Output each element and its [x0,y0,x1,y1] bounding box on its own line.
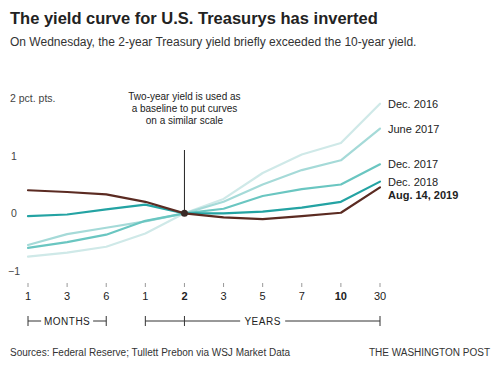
x-tick-label: 30 [374,290,386,302]
series-line [28,187,380,219]
x-tick [67,283,68,287]
annotation: Two-year yield is used as a baseline to … [125,91,243,127]
bracket [106,316,107,326]
x-tick [106,283,107,287]
x-tick [301,283,302,287]
bracket [93,321,106,322]
x-tick-label: 3 [220,290,226,302]
credit: THE WASHINGTON POST [369,347,490,358]
y-tick-label: 2 pct. pts. [10,92,56,104]
x-tick-label: 7 [299,290,305,302]
series-line [28,182,380,217]
x-tick [262,283,263,287]
x-tick-label: 2 [181,290,187,302]
chart: The yield curve for U.S. Treasurys has i… [0,0,500,375]
subtitle: On Wednesday, the 2-year Treasury yield … [10,35,416,49]
y-tick-label: 1 [11,150,17,162]
x-group-label: YEARS [244,316,280,327]
x-tick [380,283,381,287]
legend-label: Dec. 2018 [388,176,438,188]
legend-label: June 2017 [388,123,439,135]
x-tick [184,283,185,287]
bracket [28,316,29,326]
y-tick-label: −1 [8,265,20,277]
y-tick-label: 0 [11,207,17,219]
x-tick-label: 5 [260,290,266,302]
bracket [145,316,146,326]
bracket [145,321,240,322]
x-group-label: MONTHS [44,316,90,327]
annotation-line [184,150,185,213]
bracket [380,316,381,326]
bracket [184,316,185,326]
y-tick [18,155,22,156]
x-tick [145,283,146,287]
legend-label: Aug. 14, 2019 [388,189,458,201]
x-tick [340,283,341,287]
bracket [28,321,41,322]
x-tick-label: 1 [25,290,31,302]
x-tick-label: 10 [335,290,347,302]
bracket [285,321,380,322]
title: The yield curve for U.S. Treasurys has i… [10,9,378,27]
legend-label: Dec. 2017 [388,158,438,170]
x-tick-label: 6 [103,290,109,302]
x-tick-label: 1 [142,290,148,302]
x-tick [28,283,29,287]
x-tick [223,283,224,287]
source: Sources: Federal Reserve; Tullett Prebon… [10,347,291,358]
baseline-dot [181,210,188,217]
legend-label: Dec. 2016 [388,98,438,110]
x-tick-label: 3 [64,290,70,302]
y-tick [18,213,22,214]
series-line [28,164,380,248]
